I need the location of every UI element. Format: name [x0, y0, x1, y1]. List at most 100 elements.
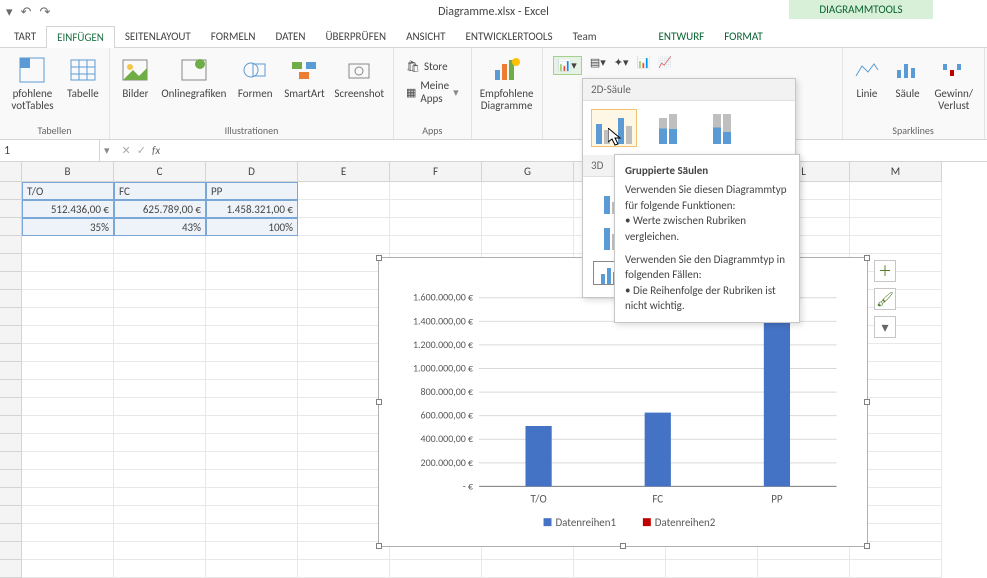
cell[interactable]	[850, 182, 942, 200]
cell[interactable]	[22, 470, 114, 488]
enter-formula-icon[interactable]: ✓	[137, 144, 146, 157]
tab-format[interactable]: FORMAT	[714, 26, 772, 47]
cell[interactable]	[22, 326, 114, 344]
sparkline-winloss-button[interactable]: Gewinn/ Verlust	[930, 52, 978, 114]
tab-entwicklertools[interactable]: ENTWICKLERTOOLS	[455, 26, 562, 47]
tab-team[interactable]: Team	[563, 26, 607, 47]
cell[interactable]	[298, 434, 390, 452]
cell[interactable]	[206, 272, 298, 290]
cell[interactable]	[206, 416, 298, 434]
cell[interactable]	[850, 200, 942, 218]
cell[interactable]	[114, 542, 206, 560]
smartart-button[interactable]: SmartArt	[281, 52, 327, 102]
cell[interactable]	[298, 344, 390, 362]
meine-apps-button[interactable]: ▦Meine Apps▾	[402, 77, 463, 107]
cell[interactable]	[482, 236, 574, 254]
cell[interactable]	[206, 542, 298, 560]
cell[interactable]	[114, 488, 206, 506]
cell[interactable]: 100%	[206, 218, 298, 236]
cell[interactable]	[206, 452, 298, 470]
column-header-B[interactable]: B	[22, 162, 114, 182]
cell[interactable]	[482, 200, 574, 218]
cell[interactable]	[22, 344, 114, 362]
cell[interactable]	[114, 380, 206, 398]
cell[interactable]	[22, 416, 114, 434]
tab-daten[interactable]: DATEN	[266, 26, 316, 47]
cell[interactable]	[114, 290, 206, 308]
column-header-D[interactable]: D	[206, 162, 298, 182]
onlinegrafiken-button[interactable]: Onlinegrafiken	[159, 52, 229, 102]
tab-seitenlayout[interactable]: SEITENLAYOUT	[115, 26, 201, 47]
cell[interactable]	[206, 524, 298, 542]
cell[interactable]: 43%	[114, 218, 206, 236]
cell[interactable]	[298, 308, 390, 326]
ribbon-toggle-icon[interactable]: ▾	[6, 5, 13, 20]
cell[interactable]	[298, 236, 390, 254]
cell[interactable]	[114, 344, 206, 362]
cell[interactable]	[22, 236, 114, 254]
clustered-column-option[interactable]	[591, 109, 637, 147]
cell[interactable]	[298, 470, 390, 488]
cell[interactable]	[206, 380, 298, 398]
cell[interactable]	[298, 488, 390, 506]
cell[interactable]	[114, 272, 206, 290]
tab-überprüfen[interactable]: ÜBERPRÜFEN	[315, 26, 396, 47]
cell[interactable]	[390, 218, 482, 236]
cell[interactable]	[206, 290, 298, 308]
cell[interactable]	[298, 380, 390, 398]
pivotchart-button[interactable]: 📊	[636, 56, 650, 69]
cell[interactable]	[206, 398, 298, 416]
cell[interactable]	[206, 344, 298, 362]
pivottables-button[interactable]: pfohlene votTables	[6, 52, 59, 114]
tabelle-button[interactable]: Tabelle	[63, 52, 103, 102]
empfohlene-diagramme-button[interactable]: Empfohlene Diagramme	[478, 52, 536, 114]
cell[interactable]	[666, 560, 758, 578]
cell[interactable]	[206, 236, 298, 254]
cell[interactable]	[298, 416, 390, 434]
cell[interactable]	[22, 434, 114, 452]
cell[interactable]	[206, 560, 298, 578]
cell[interactable]	[114, 506, 206, 524]
100pct-stacked-column-option[interactable]	[699, 109, 745, 147]
stacked-column-option[interactable]	[645, 109, 691, 147]
tab-tart[interactable]: TART	[4, 26, 46, 47]
cell[interactable]	[114, 452, 206, 470]
cell[interactable]	[114, 398, 206, 416]
cell[interactable]	[298, 200, 390, 218]
column-header-G[interactable]: G	[482, 162, 574, 182]
bar-chart-gallery-button[interactable]: ▤▾	[590, 56, 606, 69]
cell[interactable]	[206, 488, 298, 506]
cell[interactable]	[206, 506, 298, 524]
tab-entwurf[interactable]: ENTWURF	[649, 26, 715, 47]
screenshot-button[interactable]: Screenshot	[332, 52, 387, 102]
cell[interactable]	[22, 398, 114, 416]
column-header-C[interactable]: C	[114, 162, 206, 182]
cell[interactable]	[22, 506, 114, 524]
chart-filters-button[interactable]: ▾	[874, 316, 896, 338]
cell[interactable]	[482, 182, 574, 200]
cell[interactable]: 625.789,00 €	[114, 200, 206, 218]
cell[interactable]	[22, 542, 114, 560]
cell[interactable]	[22, 560, 114, 578]
cell[interactable]	[482, 218, 574, 236]
cell[interactable]	[850, 218, 942, 236]
column-chart-gallery-button[interactable]: 📊▾	[553, 56, 582, 75]
cell[interactable]	[298, 560, 390, 578]
cell[interactable]	[298, 506, 390, 524]
cell[interactable]	[758, 560, 850, 578]
cell[interactable]: 35%	[22, 218, 114, 236]
cell[interactable]	[114, 416, 206, 434]
cell[interactable]	[22, 308, 114, 326]
cell[interactable]	[206, 308, 298, 326]
cell[interactable]	[114, 470, 206, 488]
cancel-formula-icon[interactable]: ✕	[122, 144, 131, 157]
fx-icon[interactable]: fx	[152, 144, 160, 157]
cell[interactable]	[298, 362, 390, 380]
stock-chart-gallery-button[interactable]: ✦▾	[614, 56, 629, 69]
column-header-M[interactable]: M	[850, 162, 942, 182]
cell[interactable]	[22, 488, 114, 506]
cell[interactable]	[22, 362, 114, 380]
redo-icon[interactable]: ↷	[39, 5, 50, 20]
name-box[interactable]: 1	[0, 140, 100, 161]
cell[interactable]	[114, 326, 206, 344]
